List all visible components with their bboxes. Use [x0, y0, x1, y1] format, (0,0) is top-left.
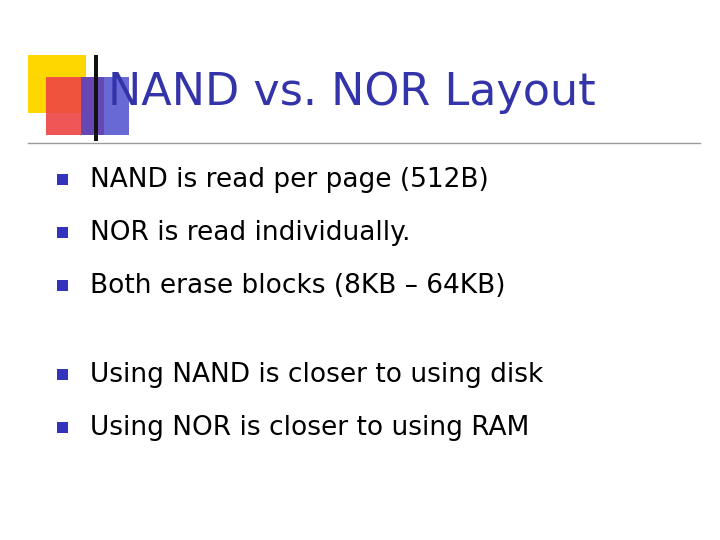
Text: NAND vs. NOR Layout: NAND vs. NOR Layout	[108, 71, 595, 113]
Bar	[28, 55, 86, 113]
Text: NAND is read per page (512B): NAND is read per page (512B)	[90, 167, 489, 193]
Text: Using NAND is closer to using disk: Using NAND is closer to using disk	[90, 362, 544, 388]
Bar	[57, 422, 68, 433]
Text: Both erase blocks (8KB – 64KB): Both erase blocks (8KB – 64KB)	[90, 273, 505, 299]
Bar	[57, 227, 68, 238]
Bar	[94, 55, 98, 141]
Bar	[57, 369, 68, 380]
Bar	[57, 280, 68, 291]
Bar	[57, 174, 68, 185]
Bar	[81, 77, 129, 135]
Text: Using NOR is closer to using RAM: Using NOR is closer to using RAM	[90, 415, 529, 441]
Bar	[46, 77, 104, 135]
Text: NOR is read individually.: NOR is read individually.	[90, 220, 410, 246]
